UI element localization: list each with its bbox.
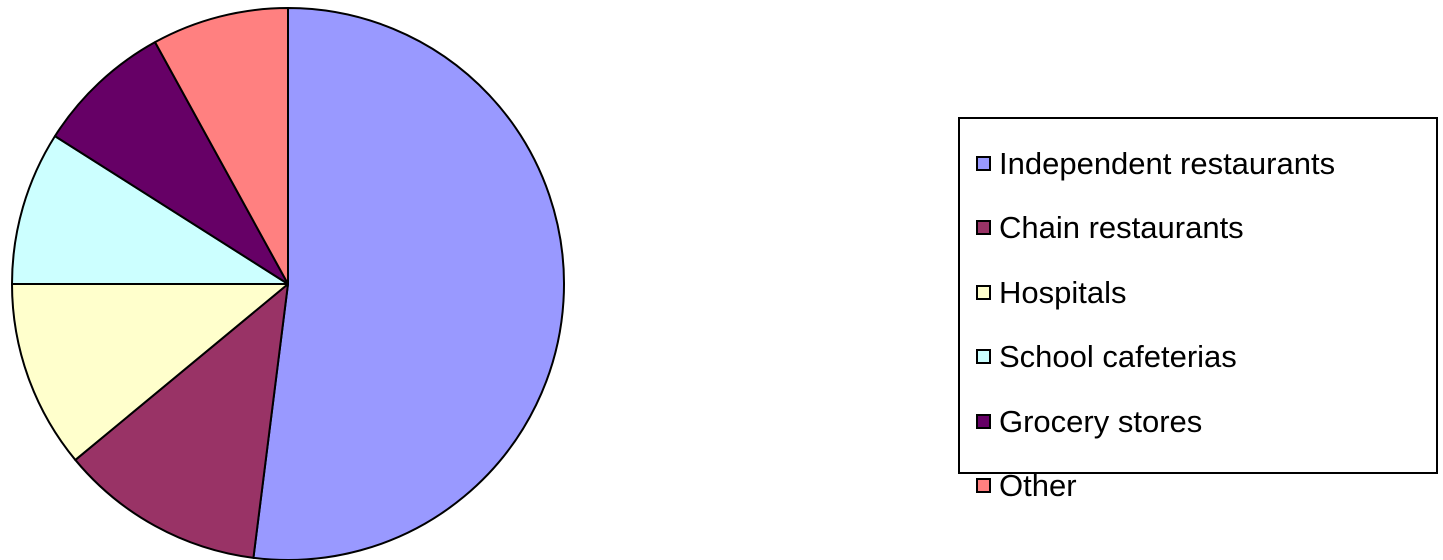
legend-swatch (976, 349, 991, 365)
pie-slice-other (154, 7, 289, 285)
legend-swatch (976, 220, 991, 236)
legend-item-grocery-stores: Grocery stores (976, 389, 1436, 454)
legend-label: Hospitals (999, 274, 1127, 310)
legend-item-chain-restaurants: Chain restaurants (976, 196, 1436, 261)
legend-swatch (976, 478, 991, 494)
pie-slice-hospitals (11, 283, 289, 461)
legend-label: School cafeterias (999, 339, 1237, 375)
pie-slice-independent-restaurants (252, 7, 565, 560)
pie-slice-grocery-stores (53, 41, 289, 285)
legend-item-independent-restaurants: Independent restaurants (976, 131, 1436, 196)
legend-item-school-cafeterias: School cafeterias (976, 325, 1436, 390)
pie-slice-school-cafeterias (11, 135, 289, 285)
legend-swatch (976, 155, 991, 171)
legend-label: Chain restaurants (999, 210, 1244, 246)
pie-slice-chain-restaurants (74, 283, 289, 559)
chart-legend: Independent restaurants Chain restaurant… (958, 117, 1438, 501)
legend-item-hospitals: Hospitals (976, 260, 1436, 325)
legend-label: Grocery stores (999, 403, 1203, 439)
legend-swatch (976, 284, 991, 300)
legend-item-other: Other (976, 454, 1436, 519)
legend-swatch (976, 413, 991, 429)
legend-label: Independent restaurants (999, 145, 1336, 181)
legend-label: Other (999, 468, 1077, 504)
